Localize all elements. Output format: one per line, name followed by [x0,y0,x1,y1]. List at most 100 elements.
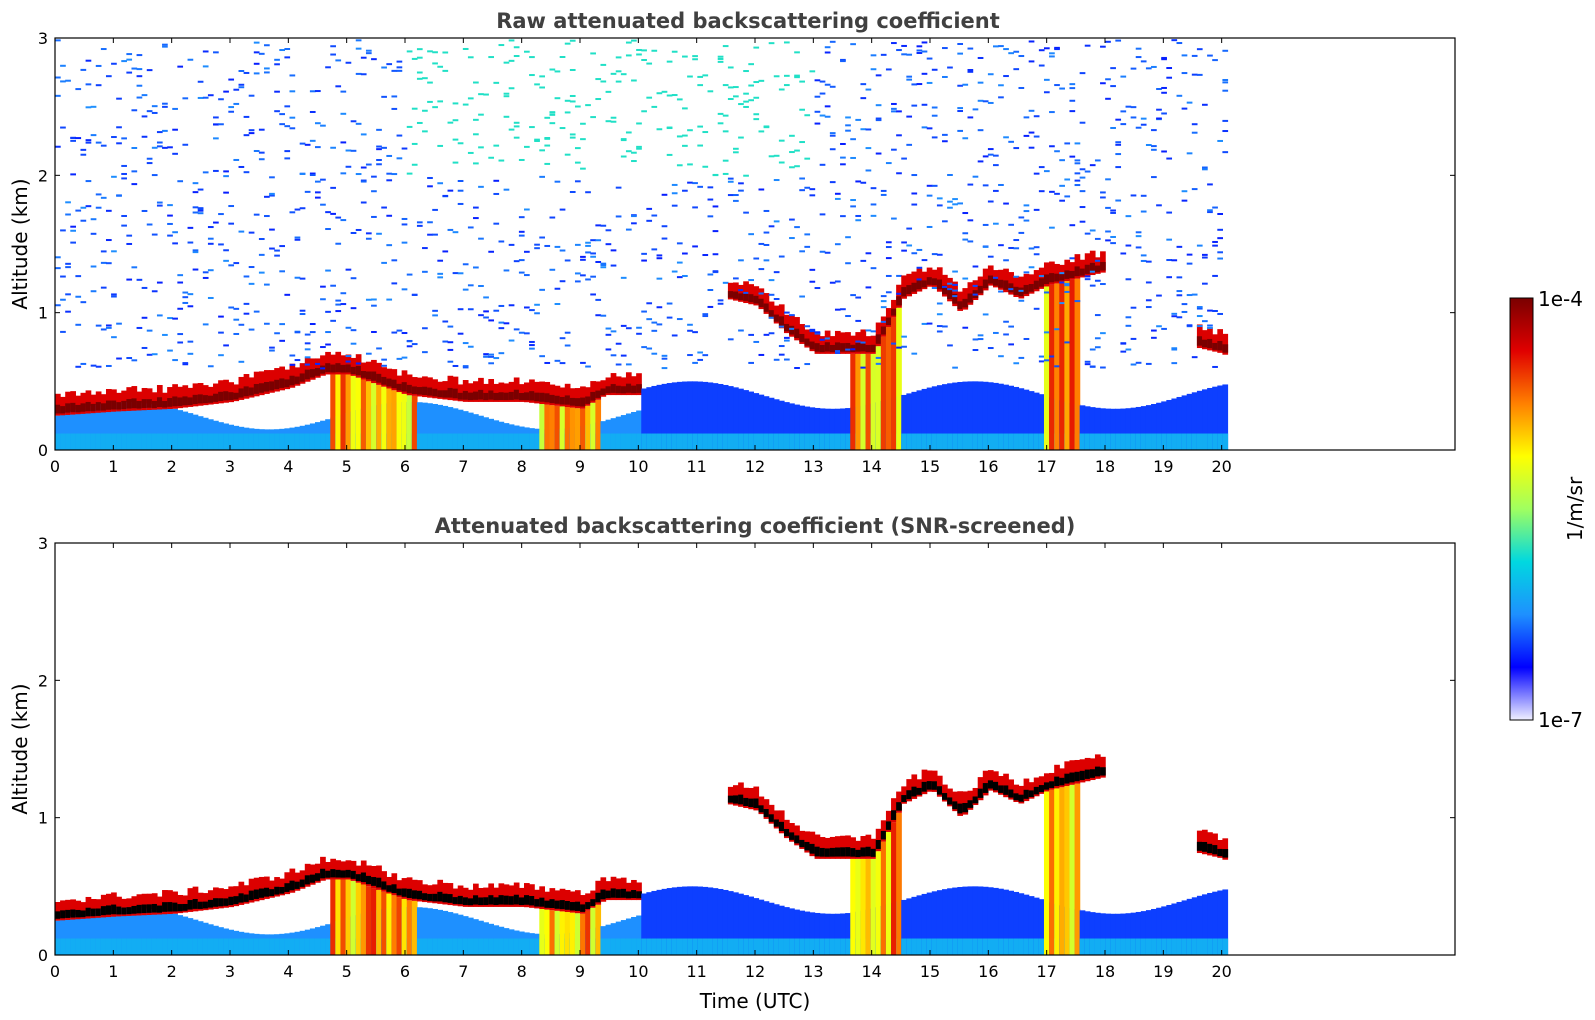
profile-column [136,894,143,955]
x-tick-label: 18 [1095,457,1115,476]
profile-column [1140,60,1147,450]
profile-column [248,94,255,450]
profile-column [666,60,673,450]
profile-column [151,105,158,450]
profile-column [177,894,184,955]
profile-column [350,860,357,955]
profile-column [936,775,943,955]
profile-column [467,889,474,955]
profile-column [1100,756,1106,955]
snr-screened-panel: Attenuated backscattering coefficient (S… [8,514,1456,1013]
profile-column [151,893,158,955]
profile-column [95,899,102,955]
profile-column [916,45,923,450]
profile-column [987,770,994,955]
profile-column [1110,67,1116,450]
profile-column [167,146,173,450]
profile-column [498,44,505,450]
profile-column [1028,782,1035,955]
profile-column [141,893,148,955]
y-tick-label: 2 [38,166,48,185]
x-tick-label: 9 [575,962,585,981]
profile-column [478,887,484,955]
profile-column [427,885,433,955]
profile-column [1176,901,1183,955]
profile-column [921,41,928,450]
y-axis: 0 1 2 3 [38,29,1455,460]
profile-column [279,878,286,955]
panel-title: Attenuated backscattering coefficient (S… [435,514,1076,538]
profile-column [901,786,907,955]
profile-column [172,891,178,955]
profile-column [365,865,372,955]
profile-column [1186,898,1193,955]
profile-column [1003,48,1009,450]
profile-column [376,128,382,450]
profile-column [1094,159,1101,450]
y-tick-label: 0 [38,441,48,460]
profile-column [998,776,1004,955]
profile-column [875,828,882,955]
profile-column [335,860,342,955]
profile-column [901,44,907,450]
profile-column [1156,88,1162,450]
profile-column [279,49,286,450]
profile-column [1028,40,1035,450]
profile-column [85,59,92,450]
profile-column [758,79,765,450]
profile-column [829,40,836,450]
profile-column [396,60,403,450]
profile-column [1145,67,1152,450]
profile-column [518,887,525,955]
profile-column [605,90,612,450]
profile-column [1105,40,1111,450]
x-tick-label: 0 [50,962,60,981]
x-tick-label: 9 [575,457,585,476]
profile-column [778,810,785,955]
profile-column [865,88,872,450]
profile-column [95,64,102,450]
profile-column [1135,911,1142,955]
heatmap-area [55,754,1229,955]
profile-column [1084,757,1091,955]
profile-column [513,46,520,450]
profile-column [911,83,918,450]
profile-column [1130,67,1137,450]
profile-column [824,46,831,450]
x-tick-label: 14 [861,962,881,981]
profile-column [289,74,296,450]
profile-column [167,890,173,955]
profile-column [228,886,235,955]
panel-title: Raw attenuated backscattering coefficien… [496,9,1000,33]
profile-column [294,208,301,450]
profile-column [121,898,127,955]
profile-column [549,68,556,450]
profile-column [692,886,698,955]
profile-column [162,890,168,955]
profile-column [860,836,867,955]
profile-column [952,791,958,955]
profile-column [192,886,199,955]
profile-column [350,120,357,450]
profile-column [819,80,826,450]
profile-column [993,771,999,955]
profile-column [875,74,882,450]
profile-column [1110,913,1116,955]
x-tick-label: 11 [686,962,706,981]
profile-column [574,105,581,450]
profile-column [885,810,892,955]
profile-column [1120,913,1127,955]
x-tick-label: 16 [978,457,998,476]
profile-column [880,53,887,450]
profile-column [845,116,851,450]
profile-column [182,895,189,955]
profile-column [1151,65,1157,450]
profile-column [707,887,714,955]
profile-column [870,838,877,955]
x-tick-label: 2 [167,457,177,476]
profile-column [625,41,632,450]
profile-column [233,886,240,955]
profile-column [651,890,658,955]
profile-column [1013,784,1020,955]
